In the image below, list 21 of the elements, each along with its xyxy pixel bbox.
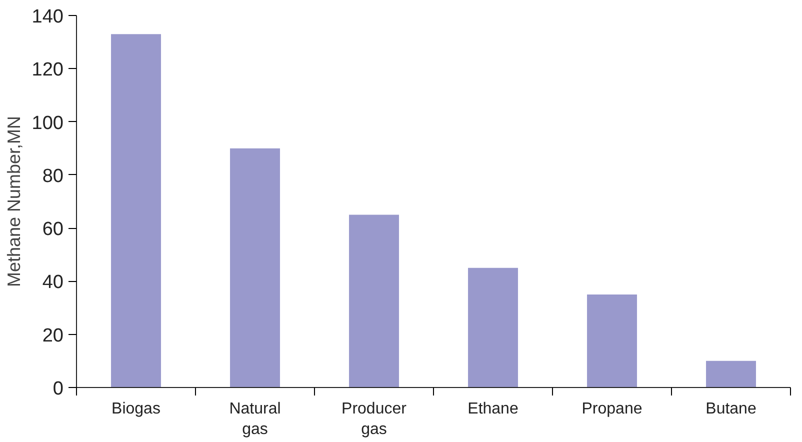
x-tick-label: Producer gas	[342, 400, 408, 438]
x-tick-label: Biogas	[112, 400, 160, 418]
x-tick-label: Natural gas	[229, 400, 281, 438]
y-tick-label: 60	[42, 219, 64, 240]
bar	[587, 294, 637, 388]
y-tick-label: 0	[52, 378, 64, 400]
y-tick-label: 100	[32, 112, 64, 134]
bar	[468, 268, 518, 388]
x-tick-label: Ethane	[468, 400, 518, 418]
bar	[111, 34, 161, 388]
y-tick-label: 20	[42, 325, 64, 346]
y-tick-label: 140	[32, 6, 64, 28]
bar	[706, 360, 756, 388]
y-tick-label: 80	[42, 166, 64, 187]
y-tick-label: 120	[32, 60, 64, 81]
bar	[230, 148, 280, 388]
y-axis-title: Methane Number,MN	[4, 116, 24, 288]
bar	[349, 214, 399, 388]
x-tick-label: Butane	[706, 400, 756, 418]
y-tick-label: 40	[42, 272, 64, 294]
x-tick-label: Propane	[582, 400, 642, 418]
